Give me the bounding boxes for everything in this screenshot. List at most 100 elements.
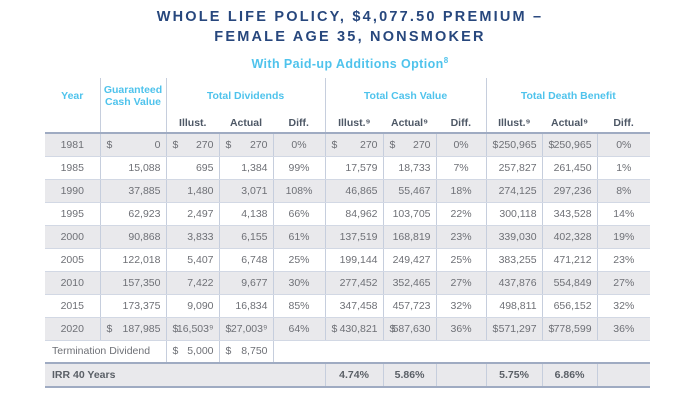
cell-gcv: 37,885: [100, 179, 167, 203]
cell-tdb_actual: $778,599: [542, 317, 598, 341]
cell-tcv_actual: 103,705: [383, 202, 437, 226]
cell-year: 2015: [45, 294, 101, 318]
currency-symbol: $: [389, 322, 396, 335]
money-cell: 352,465: [384, 277, 436, 289]
money-cell: 297,236: [543, 185, 597, 197]
cell-tdb_illust: 383,255: [486, 248, 543, 272]
cell-div_illust: 7,422: [166, 271, 220, 295]
page-title: WHOLE LIFE POLICY, $4,077.50 PREMIUM – F…: [0, 0, 700, 47]
amount: 3,833: [187, 230, 214, 243]
amount: 695: [195, 161, 214, 174]
amount: 270: [413, 138, 431, 151]
cell-div_actual: 6,155: [219, 225, 274, 249]
cell-tcv_illust: $270: [325, 133, 384, 157]
amount: 261,450: [553, 161, 592, 174]
cell-div_illust: 5,407: [166, 248, 220, 272]
money-cell: $187,985: [101, 323, 166, 335]
cell-gcv: $0: [100, 133, 167, 157]
cell-tcv_diff: 36%: [436, 317, 487, 341]
money-cell: 1,384: [220, 162, 273, 174]
amount: 274,125: [498, 184, 537, 197]
cell-termination-div-actual: $8,750: [219, 340, 274, 364]
table-subtitle: With Paid-up Additions Option8: [0, 56, 700, 71]
cell-tcv_illust: 137,519: [325, 225, 384, 249]
amount: 0: [154, 138, 161, 151]
cell-div_actual: $27,003⁹: [219, 317, 274, 341]
cell-termination-empty: [273, 340, 651, 364]
cell-tcv_actual: 457,723: [383, 294, 437, 318]
cell-tdb_diff: 0%: [597, 133, 651, 157]
col-header-gcv-label: Guaranteed Cash Value: [103, 83, 163, 108]
money-cell: 137,519: [326, 231, 383, 243]
money-cell: 457,723: [384, 300, 436, 312]
cell-tcv_illust: $430,821: [325, 317, 384, 341]
table-row: 2005 122,018 5,407 6,748 25% 199,144 249,427 25…: [45, 248, 651, 272]
cell-tdb_illust: 300,118: [486, 202, 543, 226]
amount: 270: [360, 138, 378, 151]
currency-symbol: $: [106, 322, 113, 335]
cell-gcv: 15,088: [100, 156, 167, 180]
money-cell: 6,748: [220, 254, 273, 266]
cell-year: 1990: [45, 179, 101, 203]
amount: 339,030: [498, 230, 537, 243]
amount: 5,000: [187, 345, 214, 358]
amount: 2,497: [187, 207, 214, 220]
table-header: Year Guaranteed Cash Value Total Dividen…: [45, 78, 651, 134]
page-title-line1: WHOLE LIFE POLICY, $4,077.50 PREMIUM –: [156, 9, 544, 25]
currency-symbol: $: [225, 322, 232, 335]
amount: 402,328: [553, 230, 592, 243]
cell-year: 2010: [45, 271, 101, 295]
cell-tdb_actual: $250,965: [542, 133, 598, 157]
amount: 277,452: [339, 276, 378, 289]
amount: 55,467: [398, 184, 431, 197]
amount: 471,212: [553, 253, 592, 266]
money-cell: 6,155: [220, 231, 273, 243]
amount: 17,579: [345, 161, 378, 174]
cell-div_illust: 9,090: [166, 294, 220, 318]
money-cell: 656,152: [543, 300, 597, 312]
amount: 16,503⁹: [176, 322, 214, 335]
amount: 103,705: [392, 207, 431, 220]
money-cell: 300,118: [487, 208, 542, 220]
amount: 173,375: [122, 299, 161, 312]
group-header-row: Year Guaranteed Cash Value Total Dividen…: [45, 78, 650, 134]
money-cell: 257,827: [487, 162, 542, 174]
money-cell: 249,427: [384, 254, 436, 266]
amount: 7,422: [187, 276, 214, 289]
cell-tdb_diff: 14%: [597, 202, 651, 226]
cell-tcv_diff: 23%: [436, 225, 487, 249]
amount: 383,255: [498, 253, 537, 266]
amount: 16,834: [235, 299, 268, 312]
amount: 297,236: [553, 184, 592, 197]
cell-div_actual: 1,384: [219, 156, 274, 180]
col-header-year: Year: [45, 78, 101, 134]
money-cell: $16,503⁹: [167, 323, 219, 335]
cell-tdb_diff: 36%: [597, 317, 651, 341]
cell-div_diff: 0%: [273, 133, 326, 157]
termination-dividend-label: Termination Dividend: [45, 340, 167, 364]
group-header-total-dividends-label: Total Dividends: [206, 89, 285, 102]
amount: 1,480: [187, 184, 214, 197]
cell-div_diff: 108%: [273, 179, 326, 203]
currency-symbol: $: [492, 322, 499, 335]
cell-tdb_actual: 261,450: [542, 156, 598, 180]
cell-tcv_illust: 199,144: [325, 248, 384, 272]
money-cell: 9,677: [220, 277, 273, 289]
amount: 6,748: [241, 253, 268, 266]
money-cell: $571,297: [487, 323, 542, 335]
currency-symbol: $: [492, 138, 499, 151]
subtitle-footnote-marker: 8: [443, 56, 449, 65]
amount: 90,868: [128, 230, 161, 243]
money-cell: 46,865: [326, 185, 383, 197]
cell-tcv_illust: 17,579: [325, 156, 384, 180]
money-cell: 199,144: [326, 254, 383, 266]
money-cell: 157,350: [101, 277, 166, 289]
money-cell: $250,965: [543, 139, 597, 151]
cell-tdb_illust: $571,297: [486, 317, 543, 341]
cell-tcv_diff: 18%: [436, 179, 487, 203]
currency-symbol: $: [331, 138, 338, 151]
money-cell: 55,467: [384, 185, 436, 197]
cell-tcv_actual: $270: [383, 133, 437, 157]
cell-tdb_diff: 19%: [597, 225, 651, 249]
cell-div_actual: 3,071: [219, 179, 274, 203]
